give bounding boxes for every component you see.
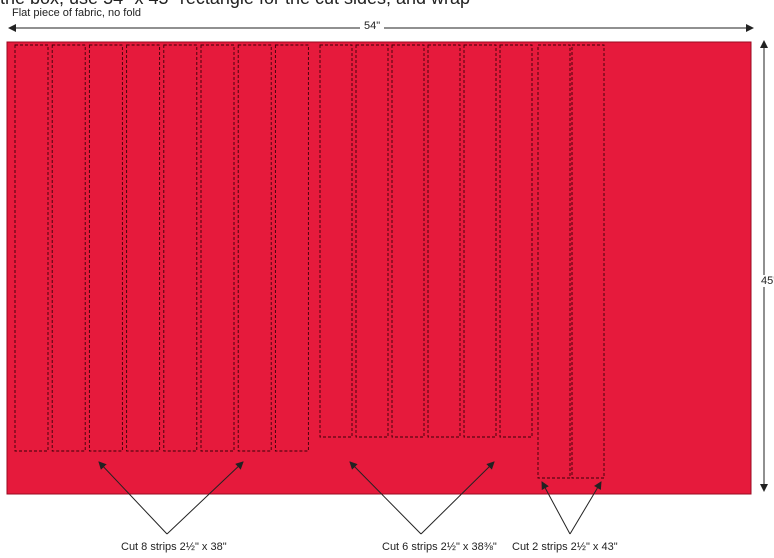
pointer-arrow-3a (541, 481, 571, 535)
height-arrow-top-icon (760, 40, 768, 48)
width-arrow-right-icon (746, 24, 754, 32)
fabric-title: Flat piece of fabric, no fold (12, 7, 142, 19)
cut-strip-outline (51, 44, 86, 452)
strip-group-1-label: Cut 8 strips 2½" x 38" (121, 541, 227, 553)
strip-group-2-label: Cut 6 strips 2½" x 38⅜" (382, 541, 497, 553)
pointer-arrow-1a (98, 461, 168, 535)
width-label: 54" (360, 20, 385, 32)
cut-strip-outline (319, 44, 353, 438)
cut-strip-outline (427, 44, 461, 438)
cut-strip-outline (126, 44, 161, 452)
pointer-arrows-group-2 (349, 461, 495, 535)
pointer-arrow-3b (569, 481, 602, 535)
cut-off-instruction-text: the box, use 54" x 45" rectangle for the… (0, 0, 774, 8)
cut-strip-outline (274, 44, 309, 452)
pointer-arrows-group-1 (98, 461, 244, 535)
strip-group-2 (319, 44, 533, 438)
cut-strip-outline (391, 44, 425, 438)
height-label: 45' (760, 275, 774, 287)
strip-group-3 (537, 44, 605, 479)
pointer-arrow-2b (420, 461, 495, 535)
pointer-arrow-1b (166, 461, 244, 535)
cut-strip-outline (355, 44, 389, 438)
height-arrow-bottom-icon (760, 484, 768, 492)
cut-strip-outline (88, 44, 123, 452)
cut-strip-outline (537, 44, 571, 479)
cut-strip-outline (163, 44, 198, 452)
cut-strip-outline (499, 44, 533, 438)
cut-strip-outline (463, 44, 497, 438)
strip-group-3-label: Cut 2 strips 2½" x 43" (512, 541, 618, 553)
pointer-arrow-2a (349, 461, 422, 535)
pointer-arrows-group-3 (541, 481, 602, 535)
cut-strip-outline (200, 44, 235, 452)
fabric-rectangle (6, 41, 752, 495)
cut-strip-outline (14, 44, 49, 452)
width-arrow-left-icon (8, 24, 16, 32)
cut-strip-outline (237, 44, 272, 452)
cut-strip-outline (571, 44, 605, 479)
strip-group-1 (14, 44, 309, 452)
